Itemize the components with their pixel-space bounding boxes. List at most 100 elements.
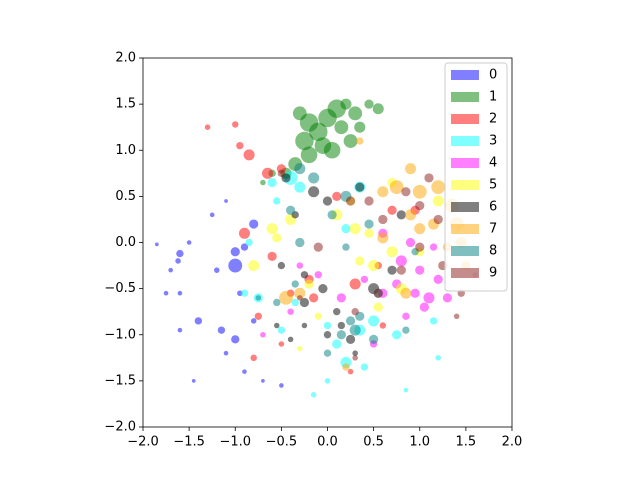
- point: [297, 345, 303, 352]
- point: [314, 271, 322, 279]
- legend-label: 9: [489, 266, 497, 281]
- point: [323, 141, 341, 159]
- point: [356, 137, 364, 145]
- point: [236, 141, 244, 150]
- legend-swatch: [451, 202, 479, 212]
- point: [277, 261, 286, 270]
- point: [405, 237, 416, 248]
- point: [351, 307, 359, 316]
- legend-swatch: [451, 268, 479, 278]
- point: [432, 195, 444, 207]
- point: [402, 326, 410, 334]
- point: [266, 223, 278, 235]
- point: [228, 258, 243, 273]
- point: [360, 275, 369, 284]
- y-tick-label: −2.0: [104, 420, 136, 435]
- point: [387, 205, 397, 215]
- legend-label: 4: [489, 156, 497, 171]
- legend-swatch: [451, 246, 479, 256]
- point: [403, 387, 409, 393]
- point: [313, 242, 323, 252]
- legend: 0 1 2 3 4 5 6 7 8 9: [444, 62, 508, 292]
- point: [224, 199, 228, 203]
- point: [272, 233, 282, 243]
- point: [194, 317, 203, 325]
- y-tick-label: 0.5: [115, 189, 136, 204]
- point: [260, 331, 266, 338]
- point: [277, 169, 286, 178]
- x-tick-label: −2.0: [127, 435, 159, 450]
- point: [300, 146, 318, 164]
- point: [309, 122, 328, 142]
- point: [377, 186, 389, 198]
- point: [295, 131, 314, 151]
- point: [354, 121, 366, 133]
- point: [296, 262, 304, 269]
- point: [260, 179, 266, 186]
- legend-swatch: [451, 70, 479, 80]
- x-tick-label: 0.5: [363, 435, 384, 450]
- point: [453, 313, 460, 320]
- point: [349, 223, 361, 235]
- point: [294, 287, 306, 299]
- point: [395, 255, 407, 267]
- point: [324, 378, 331, 384]
- x-tick-label: 0.0: [317, 435, 338, 450]
- point: [287, 336, 294, 343]
- legend-swatch: [451, 224, 479, 234]
- point: [217, 326, 226, 334]
- point: [309, 293, 319, 303]
- point: [415, 200, 425, 211]
- point: [342, 363, 350, 371]
- point: [291, 298, 299, 307]
- point: [404, 209, 417, 221]
- point: [386, 246, 398, 258]
- point: [255, 295, 262, 301]
- point: [412, 184, 427, 199]
- point: [191, 379, 196, 383]
- point: [442, 293, 453, 303]
- point: [186, 240, 192, 245]
- point: [360, 363, 369, 371]
- point: [355, 256, 365, 266]
- point: [254, 312, 263, 320]
- point: [299, 297, 310, 308]
- point: [431, 180, 446, 195]
- point: [168, 267, 173, 273]
- point: [352, 350, 358, 356]
- point: [355, 182, 365, 192]
- point: [348, 106, 363, 121]
- point: [424, 173, 434, 183]
- point: [332, 191, 342, 201]
- point: [323, 331, 332, 339]
- plot-area: [154, 98, 478, 398]
- point: [250, 354, 257, 362]
- point: [323, 321, 332, 330]
- point: [419, 302, 429, 312]
- point: [297, 295, 303, 301]
- point: [368, 315, 380, 327]
- point: [295, 237, 305, 248]
- point: [364, 99, 374, 109]
- point: [401, 187, 411, 197]
- legend-label: 6: [489, 200, 497, 215]
- point: [308, 172, 320, 184]
- point: [364, 228, 374, 238]
- point: [318, 284, 328, 294]
- point: [415, 265, 425, 275]
- point: [415, 242, 425, 252]
- point: [377, 232, 389, 244]
- y-tick-label: 0.0: [115, 235, 136, 250]
- point: [323, 349, 332, 357]
- point: [342, 243, 350, 251]
- point: [262, 167, 274, 179]
- point: [429, 317, 438, 325]
- point: [433, 214, 443, 225]
- point: [231, 335, 240, 344]
- x-tick-label: −0.5: [266, 435, 298, 450]
- point: [250, 318, 257, 324]
- point: [378, 214, 388, 225]
- point: [396, 265, 406, 275]
- point: [154, 242, 159, 247]
